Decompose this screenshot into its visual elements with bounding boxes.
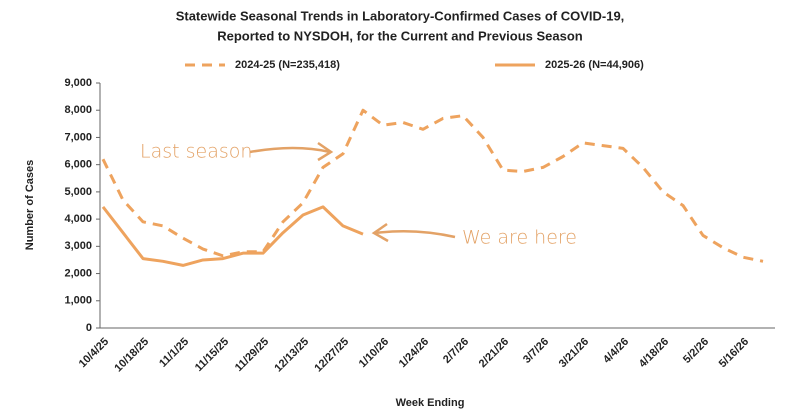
y-tick-label: 4,000	[64, 213, 92, 225]
series-line	[101, 205, 364, 267]
x-axis-label: Week Ending	[396, 397, 465, 409]
chart-title: Statewide Seasonal Trends in Laboratory-…	[176, 8, 625, 23]
y-tick-label: 2,000	[64, 267, 92, 279]
y-tick-label: 0	[86, 322, 92, 334]
legend-label: 2025-26 (N=44,906)	[545, 59, 644, 71]
x-tick-label: 10/4/25	[77, 336, 111, 370]
annotation-arrow	[249, 146, 331, 154]
y-tick-label: 9,000	[64, 77, 92, 89]
y-tick-label: 1,000	[64, 295, 92, 307]
y-axis-label: Number of Cases	[24, 160, 36, 250]
x-tick-label: 3/21/26	[557, 336, 591, 370]
annotation: Last season	[140, 141, 252, 163]
y-tick-label: 5,000	[64, 186, 92, 198]
annotation-arrow	[374, 229, 456, 239]
annotation: We are here	[462, 227, 577, 249]
x-tick-label: 11/1/25	[157, 336, 191, 370]
x-tick-label: 3/7/26	[521, 336, 551, 366]
x-tick-label: 11/29/25	[233, 336, 271, 374]
y-tick-label: 6,000	[64, 159, 92, 171]
x-tick-label: 5/16/26	[717, 336, 751, 370]
x-tick-label: 5/2/26	[681, 336, 711, 366]
x-tick-label: 4/4/26	[601, 336, 631, 366]
x-tick-label: 4/18/26	[637, 336, 671, 370]
y-tick-label: 7,000	[64, 131, 92, 143]
x-tick-label: 1/10/26	[357, 336, 391, 370]
x-tick-label: 2/21/26	[477, 336, 511, 370]
y-tick-label: 3,000	[64, 240, 92, 252]
x-tick-label: 1/24/26	[397, 336, 431, 370]
legend-label: 2024-25 (N=235,418)	[235, 59, 340, 71]
chart-subtitle: Reported to NYSDOH, for the Current and …	[217, 28, 583, 43]
series-line	[101, 108, 764, 263]
y-tick-label: 8,000	[64, 104, 92, 116]
annotation-arrowhead	[371, 222, 389, 243]
x-tick-label: 2/7/26	[441, 336, 471, 366]
x-tick-label: 10/18/25	[112, 336, 151, 375]
x-tick-label: 12/27/25	[312, 336, 351, 375]
x-tick-label: 11/15/25	[193, 336, 231, 374]
annotation-arrowhead	[317, 141, 334, 162]
x-tick-label: 12/13/25	[272, 336, 311, 375]
